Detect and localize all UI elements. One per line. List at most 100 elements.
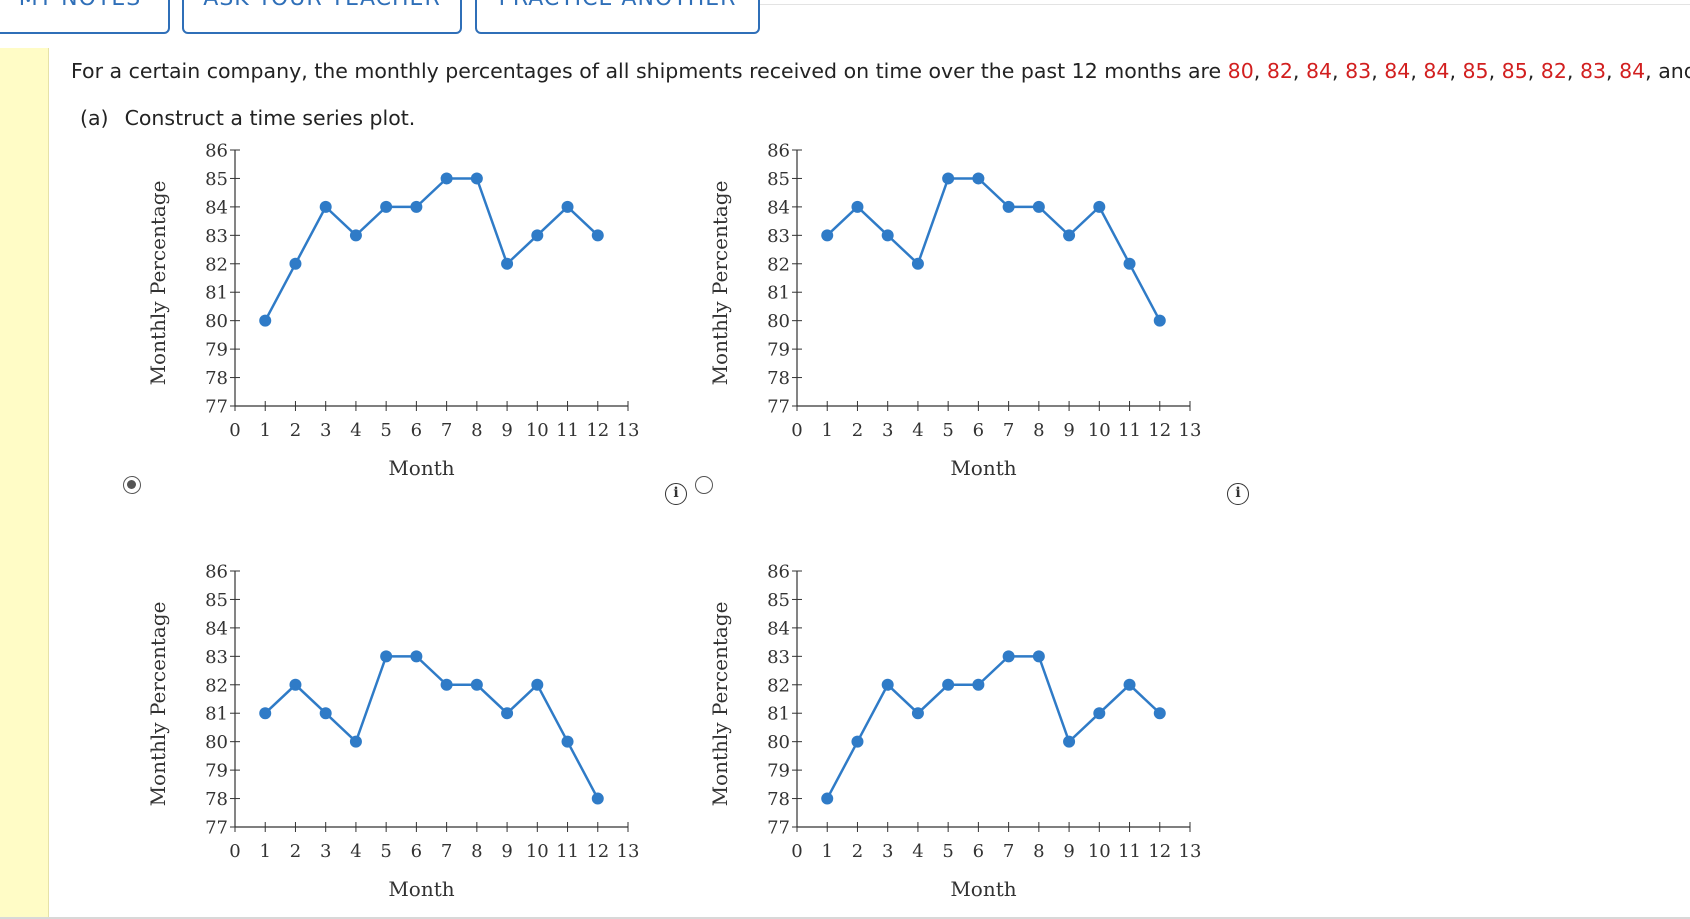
series-line [264, 655, 599, 800]
x-tick-label: 7 [441, 420, 452, 441]
x-tick-label: 13 [617, 841, 640, 862]
data-point [380, 650, 393, 663]
ask-your-teacher-label: ASK YOUR TEACHER [203, 0, 440, 10]
x-tick-label: 6 [973, 841, 984, 862]
data-point [1032, 200, 1045, 213]
x-tick-label: 13 [617, 420, 640, 441]
data-point [440, 678, 453, 691]
data-point [470, 172, 483, 185]
data-point [289, 678, 302, 691]
x-tick-label: 10 [526, 841, 549, 862]
y-tick-label: 86 [205, 141, 228, 162]
data-point [911, 257, 924, 270]
x-tick-label: 5 [380, 841, 391, 862]
y-tick-label: 77 [767, 818, 790, 839]
x-axis-label: Month [388, 456, 454, 480]
x-tick-label: 8 [1033, 841, 1044, 862]
part-a-letter: (a) [80, 106, 109, 130]
x-tick-label: 13 [1179, 841, 1202, 862]
y-tick-label: 77 [205, 397, 228, 418]
my-notes-label: MY NOTES [19, 0, 142, 10]
y-tick-label: 79 [767, 340, 790, 361]
value-separator: , [1449, 59, 1463, 83]
question-text: For a certain company, the monthly perce… [71, 59, 1690, 83]
x-tick-label: 0 [791, 841, 802, 862]
x-tick-label: 12 [586, 841, 609, 862]
x-tick-label: 5 [380, 420, 391, 441]
question-marker-strip [0, 48, 49, 919]
option-b-radio[interactable] [695, 476, 713, 494]
data-value: 83 [1345, 59, 1372, 83]
data-point [531, 678, 544, 691]
data-value: 83 [1579, 59, 1607, 83]
data-point [942, 678, 955, 691]
y-tick-label: 78 [767, 789, 790, 810]
y-axis-label: Monthly Percentage [708, 602, 732, 807]
option-a-info-icon[interactable]: i [665, 483, 687, 505]
y-tick-label: 79 [767, 761, 790, 782]
data-point [259, 314, 272, 327]
x-tick-label: 3 [320, 420, 331, 441]
x-tick-label: 2 [290, 420, 301, 441]
page-bottom-edge [0, 917, 1690, 919]
data-point [972, 678, 985, 691]
x-tick-label: 1 [260, 841, 271, 862]
x-tick-label: 3 [320, 841, 331, 862]
x-axis-label: Month [950, 877, 1016, 901]
x-tick-label: 1 [260, 420, 271, 441]
practice-another-button[interactable]: PRACTICE ANOTHER [475, 0, 760, 34]
data-point [319, 707, 332, 720]
series-line [264, 177, 599, 322]
x-tick-label: 4 [350, 841, 361, 862]
data-point [501, 707, 514, 720]
y-tick-label: 80 [205, 732, 228, 753]
x-tick-label: 0 [229, 841, 240, 862]
value-separator: , [1332, 59, 1346, 83]
data-point [851, 735, 864, 748]
data-point [1153, 314, 1166, 327]
ask-your-teacher-button[interactable]: ASK YOUR TEACHER [182, 0, 462, 34]
info-glyph: i [1235, 485, 1241, 501]
y-tick-label: 78 [767, 368, 790, 389]
my-notes-button[interactable]: MY NOTES [0, 0, 170, 34]
practice-another-label: PRACTICE ANOTHER [499, 0, 737, 10]
x-tick-label: 11 [1118, 420, 1141, 441]
y-tick-label: 84 [205, 197, 228, 218]
x-tick-label: 0 [791, 420, 802, 441]
option-b-info-icon[interactable]: i [1227, 483, 1249, 505]
y-tick-label: 81 [205, 283, 228, 304]
x-tick-label: 2 [290, 841, 301, 862]
x-tick-label: 12 [586, 420, 609, 441]
option-a-radio[interactable] [123, 476, 141, 494]
y-tick-label: 77 [205, 818, 228, 839]
x-tick-label: 0 [229, 420, 240, 441]
data-value: 80 [1227, 59, 1254, 83]
value-separator: , [1645, 59, 1659, 83]
y-tick-label: 79 [205, 761, 228, 782]
y-axis-label: Monthly Percentage [708, 181, 732, 386]
x-tick-label: 6 [411, 841, 422, 862]
x-tick-label: 8 [471, 841, 482, 862]
data-values: 80, 82, 84, 83, 84, 84, 85, 85, 82, 83, … [1228, 59, 1690, 83]
y-tick-label: 85 [767, 169, 790, 190]
data-point [501, 257, 514, 270]
x-tick-label: 9 [501, 841, 512, 862]
x-tick-label: 3 [882, 420, 893, 441]
data-point [881, 229, 894, 242]
x-tick-label: 1 [822, 841, 833, 862]
y-tick-label: 83 [205, 226, 228, 247]
and-word: and [1658, 59, 1690, 83]
option-a-chart: 77 78 79 80 81 82 83 84 85 86 0 1 2 3 4 5 6 7 8 9 10 11 12 13 Mo… [140, 140, 680, 520]
y-tick-label: 80 [767, 732, 790, 753]
y-tick-label: 86 [767, 562, 790, 583]
data-value: 85 [1501, 59, 1528, 83]
data-point [1002, 650, 1015, 663]
y-tick-label: 82 [767, 675, 790, 696]
tab-bar: MY NOTES ASK YOUR TEACHER PRACTICE ANOTH… [0, 0, 1690, 40]
x-tick-label: 5 [942, 841, 953, 862]
value-separator: , [1410, 59, 1424, 83]
data-point [911, 707, 924, 720]
y-tick-label: 86 [767, 141, 790, 162]
data-point [1093, 707, 1106, 720]
data-point [1093, 200, 1106, 213]
